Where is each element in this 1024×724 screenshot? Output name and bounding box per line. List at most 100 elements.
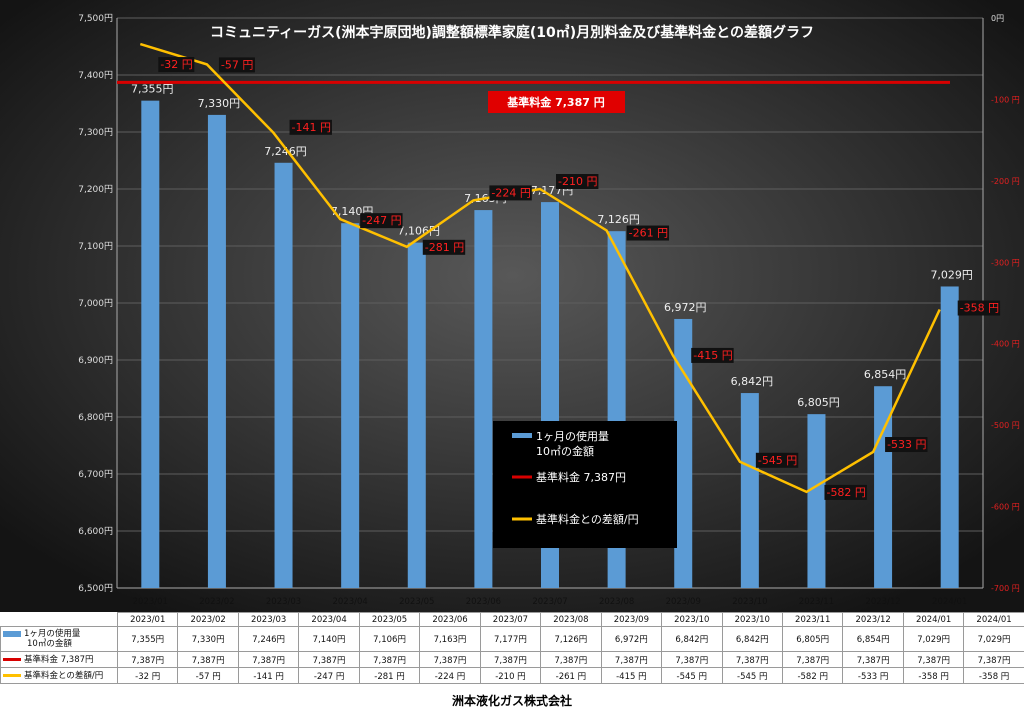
table-cell: 7,387円: [963, 651, 1024, 668]
base-price-annotation: 基準料金 7,387 円: [506, 95, 604, 109]
diff-value-label: -533 円: [887, 438, 926, 451]
x-tick-label: 2023/11: [799, 597, 834, 607]
y2-tick-label: -700 円: [991, 584, 1020, 593]
table-row-label: 基準料金との差額/円: [0, 667, 118, 684]
table-cell: 7,387円: [661, 651, 723, 668]
legend-label-base: 基準料金 7,387円: [536, 470, 626, 484]
bar: [407, 242, 426, 588]
x-tick-label: 2023/09: [666, 597, 701, 607]
table-column-header: 2023/06: [419, 612, 481, 627]
legend-swatch: [3, 673, 21, 677]
table-cell: -533 円: [842, 667, 904, 684]
chart-area: 7,500円 7,400円 7,300円 7,200円 7,100円 7,000円 6,90…: [0, 0, 1024, 612]
table-cell: 7,387円: [781, 651, 844, 668]
table-cell: 7,387円: [842, 651, 904, 668]
table-cell: -358 円: [902, 667, 965, 684]
x-tick-label: 2024/01: [932, 597, 967, 607]
x-tick-label: 2023/02: [199, 597, 234, 607]
diff-label-box: [556, 174, 599, 189]
table-header-row: 2023/01 2023/02 2023/03 2023/04 2023/05 2023/…: [0, 612, 1024, 627]
legend-label-diff: 基準料金との差額/円: [536, 512, 639, 526]
diff-value-label: -545 円: [758, 454, 797, 467]
bar: [341, 223, 360, 588]
diff-label-box: [885, 437, 928, 453]
diff-label-box: [957, 300, 1001, 316]
table-cell: 6,842円: [721, 626, 783, 652]
bar: [674, 318, 693, 588]
y2-tick-label: -300 円: [991, 258, 1020, 267]
bar: [807, 414, 826, 588]
y-tick-label: 6,500円: [78, 583, 113, 594]
row-label-text: 基準料金との差額/円: [24, 670, 104, 681]
diff-label-box: [158, 57, 195, 73]
bar-value-label: 6,854円: [864, 368, 907, 381]
table-cell: 7,387円: [298, 651, 360, 668]
y-tick-label: 6,800円: [78, 412, 113, 423]
table-row: 1ヶ月の使用量 10㎥の金額 7,355円 7,330円 7,246円 7,140円 7,1…: [0, 626, 1024, 652]
table-column-header: 2023/12: [842, 612, 904, 627]
diff-label-box: [360, 213, 403, 229]
x-tick-label: 2023/03: [266, 597, 301, 607]
diff-label-box: [289, 119, 332, 135]
table-cell: 7,029円: [963, 626, 1024, 652]
bar-value-label: 7,330円: [198, 97, 241, 110]
table-cell: 6,972円: [600, 626, 663, 652]
table-cell: 7,387円: [902, 651, 965, 668]
table-cell: 7,106円: [358, 626, 421, 652]
y-tick-label: 7,300円: [78, 127, 113, 138]
chart-svg: 7,500円 7,400円 7,300円 7,200円 7,100円 7,000円 6,90…: [0, 0, 1024, 612]
diff-line: [139, 42, 941, 494]
diff-label-box: [422, 239, 466, 255]
legend-box: [493, 421, 677, 548]
table-row: 基準料金との差額/円 -32 円 -57 円 -141 円 -247 円 -281 円 -2…: [0, 667, 1024, 684]
bar-value-label: 7,355円: [131, 83, 174, 96]
table-cell: -545 円: [721, 667, 783, 684]
table-cell: 7,387円: [419, 651, 481, 668]
table-column-header: 2023/03: [237, 612, 300, 627]
diff-value-label: -141 円: [292, 121, 331, 134]
table-cell: 7,140円: [298, 626, 360, 652]
table-cell: -261 円: [540, 667, 602, 684]
bar-value-label: 7,126円: [597, 213, 640, 226]
y-tick-label: 7,400円: [78, 70, 113, 81]
table-column-header: 2023/02: [177, 612, 239, 627]
diff-value-label: -358 円: [960, 302, 999, 315]
table-cell: 7,387円: [540, 651, 602, 668]
table-row-label: 基準料金 7,387円: [0, 651, 118, 668]
table-cell: 7,387円: [479, 651, 542, 668]
diff-value-label: -247 円: [362, 214, 401, 227]
bar-value-label: 7,246円: [264, 145, 307, 158]
diff-value-label: -415 円: [693, 349, 732, 362]
x-tick-label: 2023/06: [466, 597, 501, 607]
table-cell: 6,805円: [781, 626, 844, 652]
table-cell: -57 円: [177, 667, 239, 684]
diff-label-box: [755, 452, 799, 468]
y2-tick-label: -100 円: [991, 95, 1020, 104]
y-tick-label: 7,000円: [78, 298, 113, 309]
table-cell: 6,854円: [842, 626, 904, 652]
diff-value-label: -261 円: [629, 227, 668, 240]
table-cell: 7,387円: [177, 651, 239, 668]
y-tick-label: 7,500円: [78, 13, 113, 24]
row-label-text: 1ヶ月の使用量: [24, 629, 81, 639]
table-cell: 7,355円: [116, 626, 179, 652]
table-cell: 7,246円: [237, 626, 300, 652]
table-cell: -141 円: [237, 667, 300, 684]
y2-tick-label: -500 円: [991, 421, 1020, 430]
table-corner: [0, 612, 118, 627]
diff-label-box: [489, 185, 532, 201]
y2-tick-label: 0円: [991, 14, 1004, 23]
diff-value-label: -582 円: [826, 486, 865, 499]
x-tick-label: 2023/04: [332, 597, 367, 607]
table-column-header: 2023/10: [661, 612, 723, 627]
table-column-header: 2023/01: [116, 612, 179, 627]
table-cell: 7,330円: [177, 626, 239, 652]
table-column-header: 2023/11: [781, 612, 844, 627]
x-tick-label: 2023/07: [532, 597, 567, 607]
table-cell: 7,387円: [358, 651, 421, 668]
diff-label-box: [626, 225, 670, 241]
table-cell: 7,387円: [237, 651, 300, 668]
legend-swatch-bar: [512, 433, 532, 438]
y-tick-label: 7,100円: [78, 241, 113, 252]
table-cell: 7,177円: [479, 626, 542, 652]
